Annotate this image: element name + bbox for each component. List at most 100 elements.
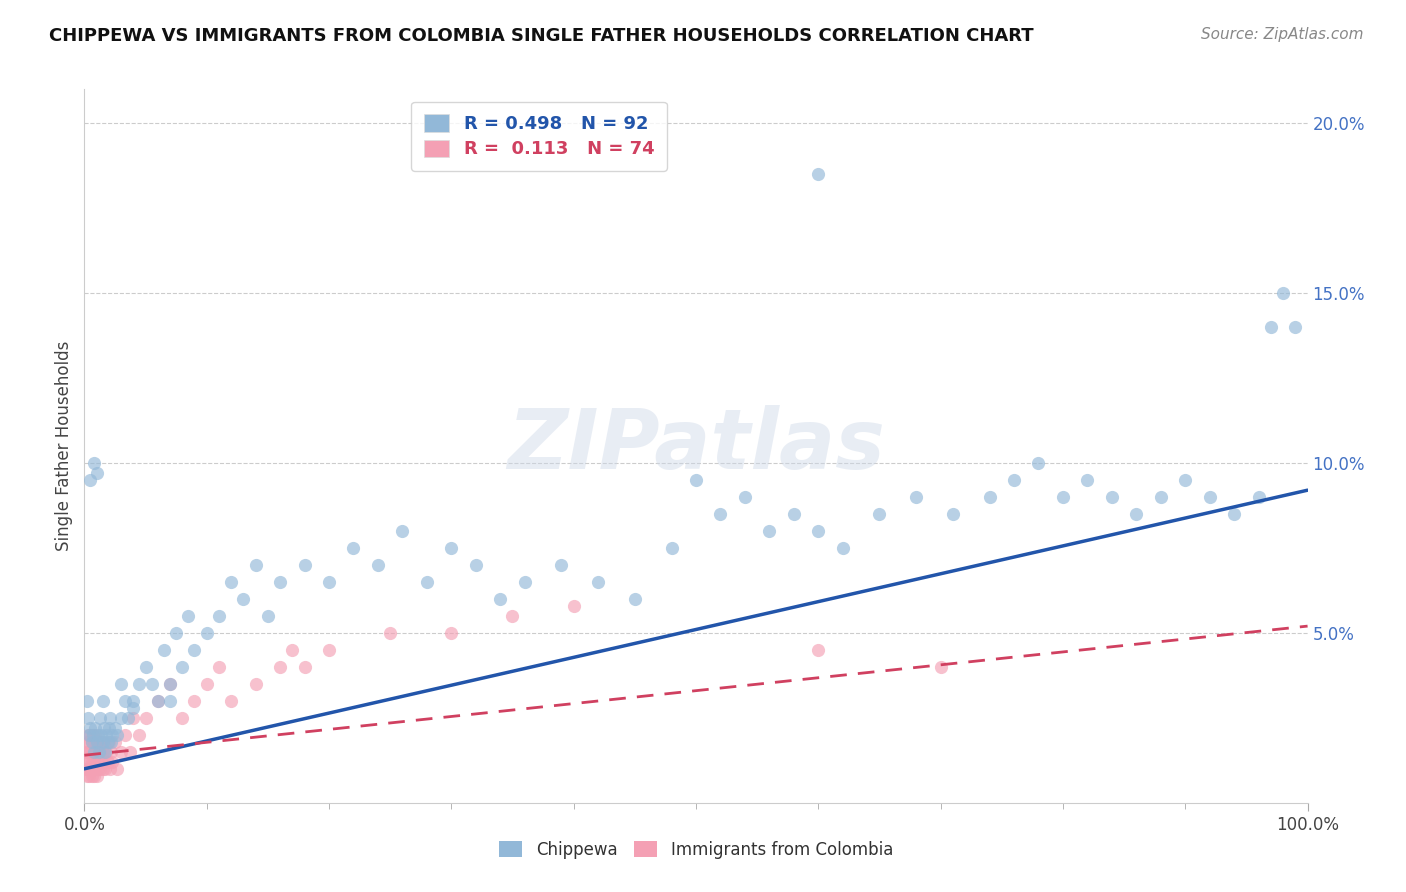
Point [586, 574, 609, 589]
Point [1125, 507, 1147, 521]
Point [318, 643, 340, 657]
Point [87, 755, 110, 769]
Point [1174, 473, 1197, 487]
Point [245, 677, 267, 691]
Point [807, 167, 830, 181]
Y-axis label: Single Father Households: Single Father Households [55, 341, 73, 551]
Point [82, 728, 104, 742]
Point [1002, 473, 1025, 487]
Point [807, 524, 830, 538]
Point [91, 734, 114, 748]
Point [114, 694, 136, 708]
Point [281, 643, 304, 657]
Point [367, 558, 389, 572]
Point [89, 762, 111, 776]
Point [86, 755, 108, 769]
Point [110, 745, 132, 759]
Point [1101, 490, 1123, 504]
Point [83, 745, 105, 759]
Point [114, 728, 136, 742]
Point [141, 677, 163, 691]
Point [75, 762, 97, 776]
Point [96, 745, 118, 759]
Point [208, 660, 231, 674]
Point [82, 762, 104, 776]
Point [76, 769, 98, 783]
Legend: Chippewa, Immigrants from Colombia: Chippewa, Immigrants from Colombia [492, 835, 900, 866]
Point [464, 558, 486, 572]
Point [117, 711, 139, 725]
Point [82, 745, 104, 759]
Point [84, 762, 107, 776]
Point [91, 762, 114, 776]
Point [831, 541, 853, 555]
Point [942, 507, 965, 521]
Point [685, 473, 707, 487]
Point [294, 660, 316, 674]
Point [440, 541, 463, 555]
Point [86, 466, 108, 480]
Point [86, 769, 108, 783]
Point [380, 626, 402, 640]
Point [77, 734, 100, 748]
Point [195, 677, 218, 691]
Point [77, 769, 100, 783]
Point [83, 755, 105, 769]
Point [905, 490, 928, 504]
Point [105, 728, 128, 742]
Point [869, 507, 891, 521]
Point [165, 626, 187, 640]
Point [110, 711, 132, 725]
Point [440, 626, 463, 640]
Point [502, 608, 524, 623]
Point [979, 490, 1001, 504]
Point [709, 507, 731, 521]
Point [172, 660, 194, 674]
Point [82, 728, 104, 742]
Point [77, 728, 100, 742]
Point [86, 734, 108, 748]
Point [93, 734, 115, 748]
Point [93, 721, 115, 735]
Point [75, 745, 97, 759]
Point [153, 643, 176, 657]
Point [83, 734, 105, 748]
Point [87, 734, 110, 748]
Point [89, 745, 111, 759]
Point [87, 745, 110, 759]
Point [1247, 490, 1270, 504]
Point [177, 608, 200, 623]
Point [97, 755, 120, 769]
Point [661, 541, 683, 555]
Point [128, 677, 150, 691]
Point [1150, 490, 1173, 504]
Point [77, 755, 100, 769]
Point [122, 694, 145, 708]
Point [76, 694, 98, 708]
Point [135, 711, 157, 725]
Point [128, 728, 150, 742]
Point [80, 755, 103, 769]
Point [734, 490, 756, 504]
Point [87, 728, 110, 742]
Point [146, 694, 169, 708]
Point [98, 711, 121, 725]
Point [624, 591, 647, 606]
Point [87, 762, 110, 776]
Point [257, 608, 280, 623]
Point [1198, 490, 1220, 504]
Point [342, 541, 364, 555]
Point [489, 591, 512, 606]
Point [294, 558, 316, 572]
Point [91, 694, 114, 708]
Point [929, 660, 952, 674]
Text: Source: ZipAtlas.com: Source: ZipAtlas.com [1201, 27, 1364, 42]
Point [97, 734, 120, 748]
Point [90, 755, 112, 769]
Point [83, 456, 105, 470]
Point [105, 762, 128, 776]
Point [783, 507, 806, 521]
Point [84, 728, 107, 742]
Point [513, 574, 536, 589]
Point [219, 574, 242, 589]
